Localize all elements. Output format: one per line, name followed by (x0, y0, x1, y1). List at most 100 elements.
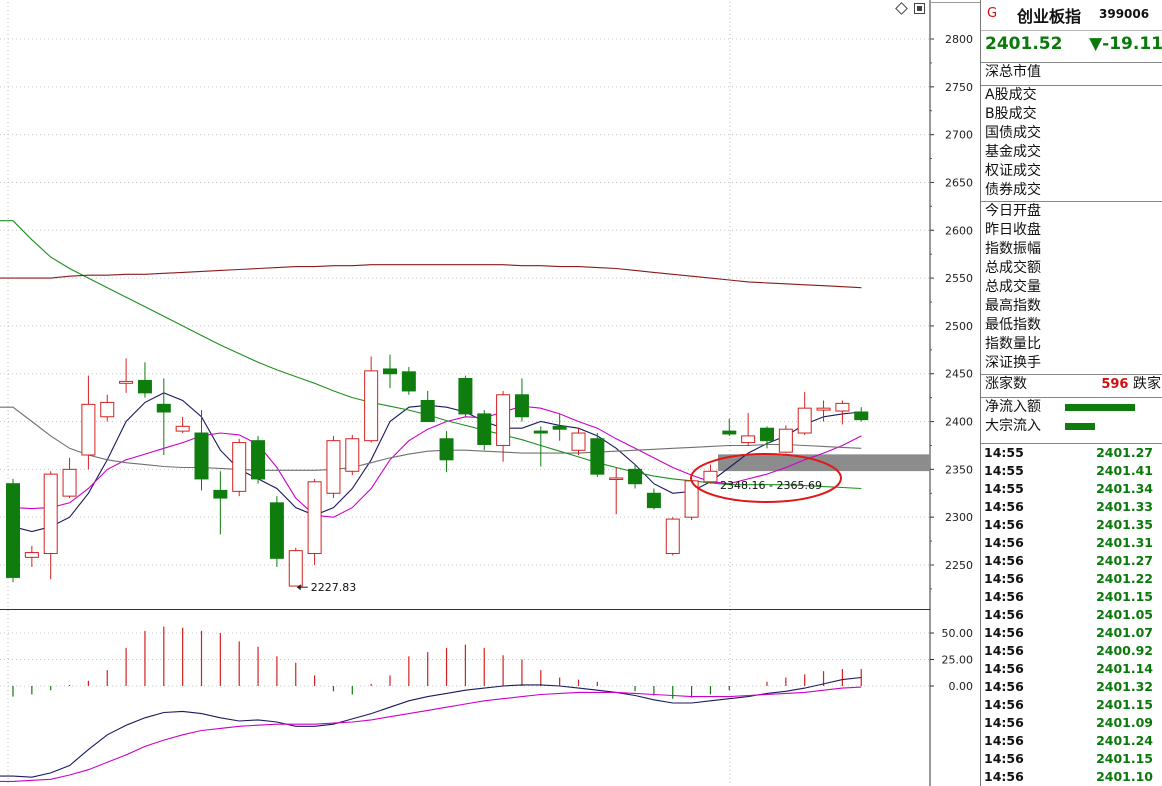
candle-body (62, 468, 77, 497)
stat-row: A股成交 (985, 87, 1037, 103)
candle-body (137, 379, 152, 394)
tick-value: 2401.15 (1096, 697, 1153, 712)
index-code: 399006 (1099, 7, 1150, 21)
y-tick-label: 2700 (945, 129, 973, 142)
tick-value: 2401.15 (1096, 589, 1153, 604)
candle-body (24, 552, 39, 558)
candle-body (797, 407, 812, 434)
low-arrow-head (296, 584, 301, 591)
tick-list[interactable]: 14:55 2401.27 14:55 2401.41 14:55 2401.34 14:5… (981, 443, 1162, 786)
tick-row: 14:56 2401.09 (981, 714, 1162, 732)
candle-body (213, 489, 228, 499)
candle-body (100, 401, 115, 418)
macd-dea-line (0, 686, 862, 782)
tick-time: 14:56 (984, 769, 1024, 784)
tick-row: 14:56 2401.32 (981, 678, 1162, 696)
flow-row: 大宗流入 (981, 417, 1162, 436)
candle-body (816, 407, 831, 411)
candle-body (628, 468, 643, 485)
stat-row: 国债成交 (985, 125, 1041, 141)
advance-row: 涨家数 596 跌家 (981, 375, 1162, 394)
turnover-block: A股成交 B股成交 国债成交 基金成交 权证成交 债券成交 (981, 85, 1162, 200)
y-tick-label: 2300 (945, 511, 973, 524)
stat-row: B股成交 (985, 106, 1037, 122)
candle-body (609, 477, 624, 480)
candle-body (552, 425, 567, 430)
tick-time: 14:56 (984, 697, 1024, 712)
tick-time: 14:56 (984, 499, 1024, 514)
tick-value: 2401.34 (1096, 481, 1153, 496)
tick-time: 14:56 (984, 625, 1024, 640)
y-tick-label: 2650 (945, 176, 973, 189)
stat-row: 总成交额 (985, 260, 1041, 276)
flow-bar (1065, 423, 1095, 430)
ma-line (12, 392, 862, 533)
tick-value: 2401.24 (1096, 733, 1153, 748)
candle-body (477, 413, 492, 445)
candle-body (326, 440, 341, 494)
flow-row: 净流入额 (981, 398, 1162, 417)
candle-body (741, 435, 756, 444)
stat-row: 指数振幅 (985, 241, 1041, 257)
macd-tick-label: 50.00 (942, 627, 974, 640)
stat-row: 今日开盘 (985, 203, 1041, 219)
y-tick-label: 2450 (945, 368, 973, 381)
tick-value: 2401.35 (1096, 517, 1153, 532)
candlestick-chart[interactable]: 2800 2750 2700 2650 2600 2550 2500 2450 2400 2350… (0, 0, 980, 786)
tick-value: 2401.32 (1096, 679, 1153, 694)
candle-body (307, 481, 322, 555)
flow-block: 净流入额大宗流入 (981, 397, 1162, 436)
stat-row: 最高指数 (985, 298, 1041, 314)
tick-value: 2401.07 (1096, 625, 1153, 640)
window-toggle-icon[interactable] (914, 3, 925, 14)
flow-bar (1065, 404, 1135, 411)
macd-dif-line (0, 676, 862, 778)
tick-row: 14:55 2401.41 (981, 462, 1162, 480)
stat-row: 深总市值 (985, 64, 1041, 80)
tick-value: 2401.05 (1096, 607, 1153, 622)
candle-body (665, 518, 680, 555)
tick-time: 14:56 (984, 643, 1024, 658)
candle-body (533, 430, 548, 434)
candle-body (458, 378, 473, 415)
index-name: 创业板指 (1017, 7, 1082, 26)
chart-canvas[interactable]: 2800 2750 2700 2650 2600 2550 2500 2450 2400 2350… (0, 0, 980, 786)
index-stats-block: 今日开盘 昨日收盘 指数振幅 总成交额 总成交量 最高指数 最低指数 指数量比 深证换手 (981, 201, 1162, 373)
candle-body (514, 394, 529, 418)
tick-value: 2401.10 (1096, 769, 1153, 784)
candle-body (835, 402, 850, 412)
quote-panel: G 创业板指 399006 2401.52 ▼-19.11 深总市值 A股成交 B… (980, 0, 1162, 786)
advance-block: 涨家数 596 跌家 (981, 374, 1162, 394)
candle-body (778, 428, 793, 453)
y-tick-label: 2750 (945, 81, 973, 94)
flow-label: 净流入额 (985, 399, 1041, 415)
y-tick-label: 2350 (945, 463, 973, 476)
tick-time: 14:56 (984, 607, 1024, 622)
y-tick-label: 2600 (945, 224, 973, 237)
market-cap-block: 深总市值 (981, 62, 1162, 82)
ma-line (12, 405, 862, 518)
ma-line (0, 406, 862, 471)
quote-header: G 创业板指 399006 (981, 0, 1162, 30)
macd-tick-label: 25.00 (942, 654, 974, 667)
tick-time: 14:56 (984, 661, 1024, 676)
tick-time: 14:55 (984, 481, 1024, 496)
y-tick-label: 2800 (945, 33, 973, 46)
price-change: ▼-19.11 (1089, 34, 1162, 54)
tick-value: 2401.15 (1096, 751, 1153, 766)
tick-time: 14:56 (984, 535, 1024, 550)
tick-time: 14:56 (984, 553, 1024, 568)
candle-body (288, 550, 303, 587)
candle-body (571, 432, 586, 451)
range-label: 2348.16 - 2365.69 (720, 479, 822, 492)
last-price: 2401.52 (985, 34, 1063, 54)
stat-row: 深证换手 (985, 355, 1041, 371)
tick-row: 14:56 2400.92 (981, 642, 1162, 660)
tick-time: 14:56 (984, 751, 1024, 766)
tick-value: 2400.92 (1096, 643, 1153, 658)
tick-row: 14:56 2401.35 (981, 516, 1162, 534)
tick-row: 14:56 2401.14 (981, 660, 1162, 678)
tick-time: 14:56 (984, 679, 1024, 694)
candle-body (590, 438, 605, 475)
advance-label: 涨家数 (985, 376, 1027, 392)
